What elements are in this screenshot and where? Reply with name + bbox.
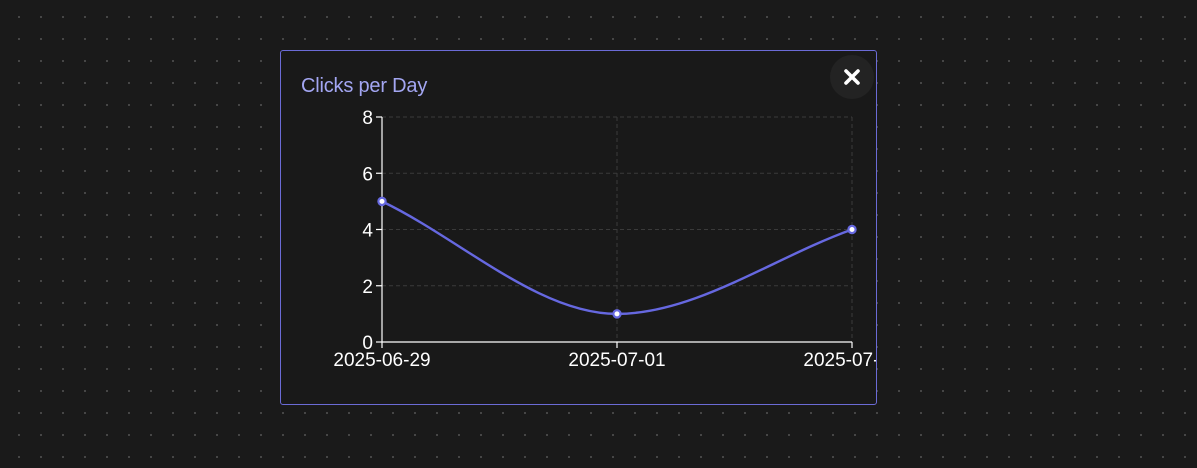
close-button[interactable] [830, 55, 874, 99]
data-point [612, 309, 622, 319]
data-point [847, 224, 857, 235]
data-point [377, 196, 387, 207]
x-tick-label: 2025-07-01 [568, 350, 665, 371]
x-tick-label: 2025-06-29 [333, 350, 430, 371]
y-tick-label: 4 [362, 221, 373, 242]
x-tick-label: 2025-07-03 [803, 350, 876, 371]
y-tick-label: 6 [362, 164, 373, 185]
close-icon [844, 69, 860, 85]
chart-title: Clicks per Day [301, 75, 428, 97]
clicks-line-chart: 0 2 4 6 8 2025-06-29 2025-07-01 2025-07-03 [333, 108, 876, 371]
y-tick-label: 0 [362, 333, 373, 354]
y-tick-label: 2 [362, 277, 373, 298]
y-tick-label: 8 [362, 108, 373, 129]
chart-card: Clicks per Day 0 2 4 6 8 2025-06-29 2025-07-01… [280, 50, 877, 405]
